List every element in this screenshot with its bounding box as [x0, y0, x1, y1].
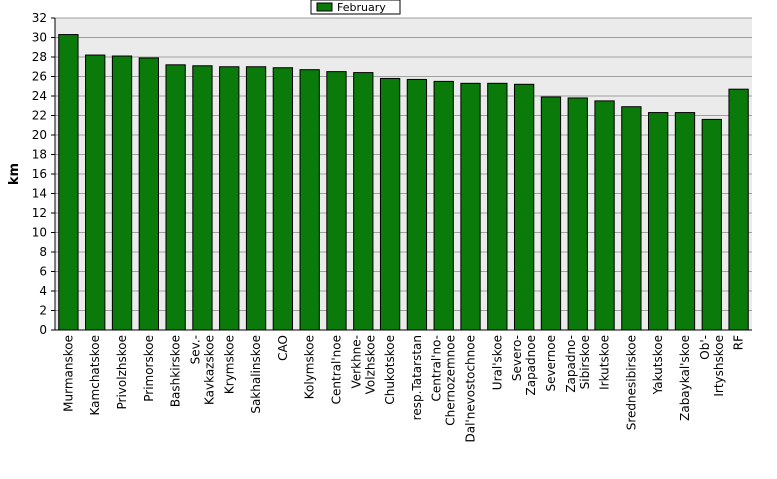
y-tick-label: 4 [39, 284, 47, 298]
x-tick-label: Krymskoe [222, 335, 236, 394]
y-tick-label: 22 [32, 109, 47, 123]
y-tick-label: 0 [39, 323, 47, 337]
x-tick-label: Irkutskoe [598, 335, 612, 390]
legend-swatch-february [316, 2, 333, 12]
y-tick-label: 14 [32, 187, 47, 201]
x-axis-labels: Murmanskoe Kamchatskoe Privolzhskoe Primors… [61, 335, 745, 443]
x-tick-label: Primorskoe [142, 335, 156, 402]
bar-14 [433, 80, 454, 331]
y-tick-label: 28 [32, 50, 47, 64]
x-tick-label: Zapadno- [564, 335, 578, 393]
x-tick-label: Kavkazskoe [202, 335, 216, 405]
bar-21 [621, 106, 642, 331]
x-tick-label: Central'no- [430, 335, 444, 402]
bar-2 [111, 55, 133, 331]
x-tick-label: Volzhskoe [363, 335, 377, 394]
x-tick-label: Privolzhskoe [115, 335, 129, 409]
y-tick-label: 16 [32, 167, 47, 181]
x-tick-label: Zapadnoe [524, 335, 538, 396]
y-axis-title: km [7, 163, 22, 185]
bar-1 [85, 54, 106, 331]
x-tick-label: Ob'- [698, 335, 712, 360]
bar-24 [701, 118, 722, 331]
y-tick-label: 30 [32, 31, 47, 45]
x-tick-label: Dal'nevostochnoe [464, 335, 478, 443]
bar-8 [272, 67, 294, 331]
y-tick-label: 8 [39, 245, 47, 259]
y-tick-label: 20 [32, 128, 47, 142]
x-tick-label: Murmanskoe [61, 335, 75, 412]
y-tick-label: 2 [39, 304, 47, 318]
bar-11 [353, 72, 374, 331]
y-tick-label: 18 [32, 148, 47, 162]
bar-15 [460, 82, 481, 331]
x-tick-label: Severo- [510, 335, 524, 381]
y-tick-label: 6 [39, 265, 47, 279]
x-tick-label: resp.Tatarstan [410, 335, 424, 420]
bar-20 [594, 100, 615, 331]
bars [58, 34, 749, 331]
bar-0 [58, 34, 79, 331]
x-tick-label: Irtyshskoe [712, 335, 726, 397]
x-tick-label: Severnoe [544, 335, 558, 392]
bar-22 [648, 112, 669, 331]
bar-12 [379, 77, 401, 331]
x-tick-label: Bashkirskoe [169, 335, 183, 407]
x-tick-label: Chukotskoe [383, 335, 397, 405]
bar-17 [513, 83, 535, 331]
bar-23 [674, 112, 696, 331]
bar-4 [165, 64, 186, 331]
x-tick-label: Ural'skoe [490, 335, 504, 390]
x-tick-label: Chernozemnoe [444, 335, 458, 426]
bar-19 [567, 97, 588, 331]
y-tick-label: 24 [32, 89, 47, 103]
bar-10 [326, 71, 347, 331]
bar-16 [487, 82, 508, 331]
x-tick-label: CAO [276, 335, 290, 361]
bar-18 [540, 96, 562, 331]
x-tick-label: Central'noe [329, 335, 343, 404]
x-tick-label: Sakhalinskoe [249, 335, 263, 414]
bar-13 [406, 78, 428, 331]
y-tick-label: 12 [32, 206, 47, 220]
x-tick-label: Kolymskoe [303, 335, 317, 399]
legend-label-february: February [337, 1, 386, 14]
x-tick-label: Yakutskoe [651, 335, 665, 395]
x-tick-label: Zabaykal'skoe [678, 335, 692, 421]
bar-3 [138, 57, 159, 331]
y-tick-label: 32 [32, 11, 47, 25]
x-tick-label: Sibirskoe [578, 335, 592, 389]
bar-9 [299, 69, 320, 331]
x-tick-label: Verkhne- [349, 335, 363, 388]
x-tick-label: Srednesibirskoe [624, 335, 638, 430]
legend: February [310, 0, 401, 15]
bar-5 [192, 65, 213, 331]
bar-7 [245, 66, 267, 331]
bar-25 [728, 88, 749, 331]
bar-6 [219, 66, 240, 331]
y-tick-label: 26 [32, 70, 47, 84]
y-tick-label: 10 [32, 226, 47, 240]
x-tick-label: RF [732, 335, 746, 350]
x-tick-label: Kamchatskoe [88, 335, 102, 415]
x-tick-label: Sev.- [188, 335, 202, 364]
